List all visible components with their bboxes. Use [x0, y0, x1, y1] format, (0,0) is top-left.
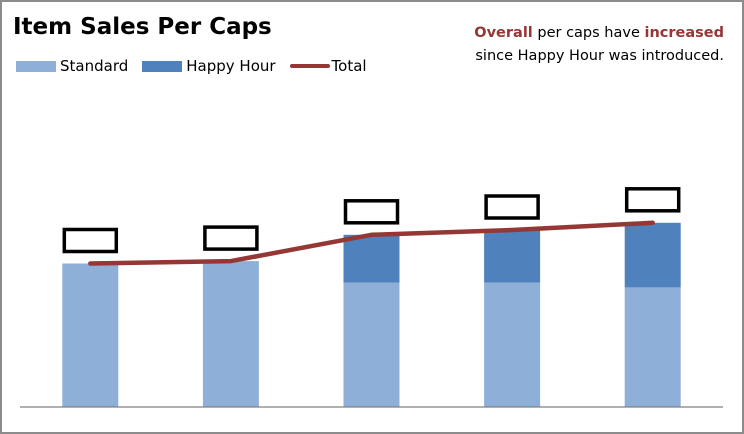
legend-label-happy-hour: Happy Hour — [186, 57, 276, 75]
data-label-box-4 — [484, 194, 540, 220]
bar-group — [62, 222, 681, 407]
bar-happy-hour-4 — [484, 230, 541, 283]
annotation-line-1: Overall per caps have increased — [474, 22, 724, 45]
line-total — [88, 220, 655, 266]
legend-swatch-happy-hour — [142, 60, 183, 72]
bar-happy-hour-3 — [343, 234, 400, 283]
bar-happy-hour-5 — [624, 222, 681, 288]
legend: Standard Happy Hour Total — [16, 57, 381, 75]
legend-label-total: Total — [331, 57, 367, 75]
legend-label-standard: Standard — [60, 57, 129, 75]
data-label-box-5 — [624, 187, 681, 213]
bar-standard-1 — [62, 263, 119, 407]
legend-item-happy-hour: Happy Hour — [142, 57, 276, 75]
legend-swatch-standard — [16, 60, 56, 72]
chart-title: Item Sales Per Caps — [13, 14, 272, 40]
data-label-box-1 — [62, 227, 119, 254]
line-group — [88, 220, 655, 266]
bar-standard-4 — [484, 282, 541, 407]
annotation-text-per-caps: per caps have — [532, 25, 645, 41]
legend-item-standard: Standard — [16, 57, 128, 75]
annotation-emphasis-overall: Overall — [474, 25, 533, 41]
annotation-line-2: since Happy Hour was introduced. — [475, 48, 724, 64]
legend-swatch-total — [289, 64, 330, 68]
data-label-box-3 — [343, 199, 400, 225]
annotation-emphasis-increased: increased — [644, 25, 724, 41]
chart-annotation: Overall per caps have increased since Ha… — [474, 22, 724, 68]
legend-item-total: Total — [289, 57, 367, 75]
bar-standard-2 — [202, 261, 259, 407]
data-label-group — [62, 187, 681, 254]
data-label-box-2 — [203, 225, 259, 251]
bar-standard-5 — [624, 287, 681, 407]
bar-standard-3 — [343, 282, 400, 407]
